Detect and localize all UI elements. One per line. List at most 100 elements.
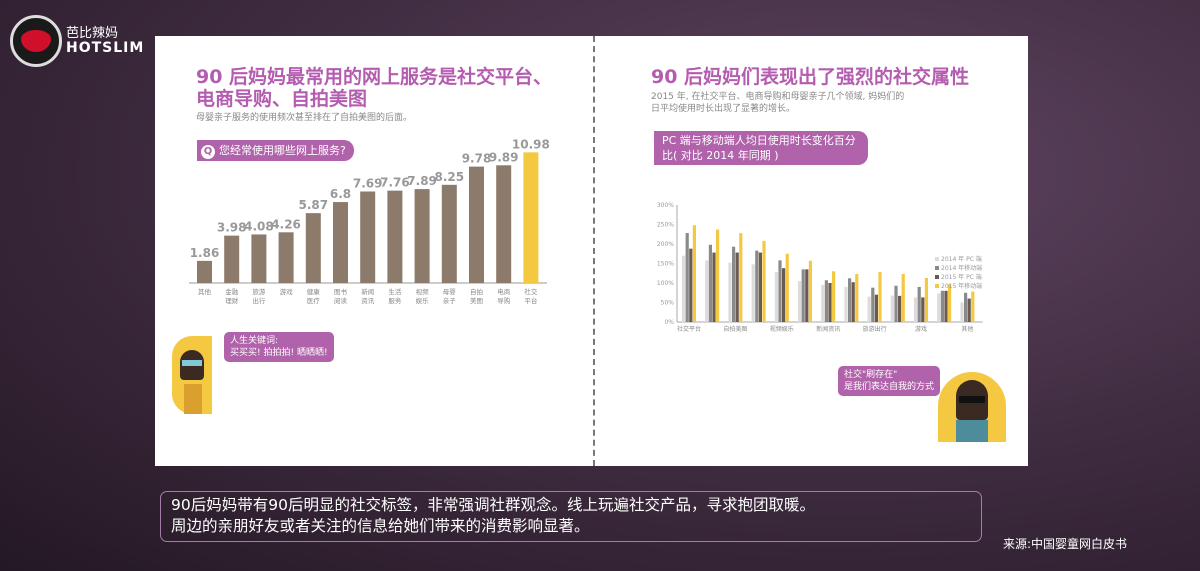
data-label: 4.26 — [271, 217, 301, 231]
bar — [874, 294, 878, 322]
right-speech-bubble: 社交"刷存在" 是我们表达自我的方式 — [838, 366, 941, 396]
data-label: 1.86 — [190, 246, 220, 260]
tick-label: 医疗 — [307, 296, 321, 305]
bar — [890, 295, 894, 322]
divider — [593, 36, 595, 466]
banner-line: PC 端与移动端人均日使用时长变化百分 — [662, 134, 856, 147]
bar — [728, 262, 732, 322]
bubble-line: 是我们表达自我的方式 — [844, 382, 935, 392]
bar — [960, 302, 964, 322]
tick-label: 新闻 — [361, 287, 374, 296]
bar — [685, 233, 689, 322]
bar — [735, 252, 739, 322]
logo-text-en: HOTSLIM — [66, 40, 145, 56]
girl-avatar-right — [938, 372, 1006, 442]
left-title-line2: 电商导购、自拍美图 — [196, 88, 368, 110]
bar — [732, 246, 736, 322]
bar — [682, 255, 686, 322]
slide: 90 后妈妈最常用的网上服务是社交平台、 电商导购、自拍美图 母婴亲子服务的使用频… — [155, 36, 1028, 466]
chart-banner: PC 端与移动端人均日使用时长变化百分 比( 对比 2014 年同期 ) — [654, 131, 868, 165]
bar — [967, 298, 971, 322]
bar — [689, 248, 693, 322]
bar — [782, 268, 786, 322]
bar — [360, 191, 376, 283]
bar — [821, 284, 825, 322]
bar — [848, 278, 852, 322]
data-label: 10.98 — [512, 137, 550, 151]
data-label: 4.08 — [244, 219, 274, 233]
bar — [469, 166, 484, 283]
bar — [948, 284, 952, 322]
bubble-line: 买买买! 拍拍拍! 晒晒晒! — [230, 348, 328, 358]
caption-box: 90后妈妈带有90后明显的社交标签，非常强调社群观念。线上玩遍社交产品，寻求抱团… — [160, 491, 982, 542]
bar — [867, 296, 871, 322]
bar — [712, 252, 716, 322]
tick-label: 亲子 — [443, 296, 457, 305]
bar — [937, 293, 941, 322]
q-icon: Q — [201, 145, 215, 159]
bar — [940, 290, 944, 322]
legend-label: 2015 年 PC 端 — [941, 273, 982, 281]
tick-label: 生活 — [388, 287, 402, 296]
tick-label: 娱乐 — [416, 296, 430, 305]
y-tick-label: 250% — [657, 222, 674, 229]
bar — [898, 295, 902, 322]
tick-label: 服务 — [388, 296, 402, 305]
tick-label: 旅游 — [252, 287, 266, 296]
data-label: 6.8 — [330, 187, 351, 201]
bar — [824, 280, 828, 322]
bar — [333, 202, 348, 283]
tick-label: 视频 — [416, 287, 430, 296]
bar — [739, 233, 743, 322]
data-label: 5.87 — [298, 198, 328, 212]
bar — [871, 287, 875, 322]
right-subtitle: 2015 年, 在社交平台、电商导购和母婴亲子几个领域, 妈妈们的 日平均使用时长… — [651, 91, 904, 115]
bar — [844, 286, 848, 322]
data-label: 7.69 — [353, 176, 383, 190]
subtitle-line: 日平均使用时长出现了显著的增长。 — [651, 104, 796, 114]
legend-swatch — [935, 284, 939, 288]
caption-line: 周边的亲朋好友或者关注的信息给她们带来的消费影响显著。 — [171, 517, 590, 535]
tick-label: 健康 — [307, 287, 321, 296]
bar — [808, 260, 812, 322]
data-label: 8.25 — [434, 170, 464, 184]
logo — [10, 15, 62, 67]
bar — [828, 283, 832, 322]
bar — [832, 271, 836, 322]
bar — [251, 234, 267, 283]
bar — [944, 290, 948, 322]
bar — [917, 286, 921, 322]
tick-label: 其他 — [198, 287, 212, 296]
bar — [387, 190, 403, 283]
logo-text-cn: 芭比辣妈 — [66, 26, 119, 41]
tick-label: 导购 — [497, 296, 511, 305]
bar — [197, 260, 212, 283]
tick-label: 阅读 — [334, 296, 348, 305]
bar — [496, 165, 512, 283]
y-tick-label: 200% — [657, 241, 674, 248]
bubble-line: 人生关键词: — [230, 336, 279, 346]
legend-label: 2014 年移动端 — [941, 264, 982, 272]
bar — [755, 250, 759, 322]
girl-avatar-left — [172, 336, 212, 414]
usage-change-chart: 0% 50% 100% 150% 200% 250% 300% 社交平台 自拍美图 视频娱乐 新闻资… — [657, 202, 983, 333]
bar — [964, 292, 968, 322]
bar — [785, 253, 789, 322]
y-tick-label: 50% — [661, 300, 675, 307]
bar — [758, 252, 762, 322]
bar — [751, 264, 755, 322]
legend-swatch — [935, 275, 939, 279]
bar — [851, 282, 855, 322]
tick-label: 自拍 — [470, 287, 483, 296]
bar — [441, 184, 457, 283]
bar — [774, 272, 778, 322]
left-title: 90 后妈妈最常用的网上服务是社交平台、 电商导购、自拍美图 — [196, 66, 552, 110]
data-label: 7.76 — [380, 176, 410, 190]
x-tick-label: 游戏 — [915, 325, 927, 333]
legend-label: 2014 年 PC 端 — [941, 255, 982, 263]
caption-line: 90后妈妈带有90后明显的社交标签，非常强调社群观念。线上玩遍社交产品，寻求抱团… — [171, 496, 815, 514]
bar — [278, 232, 294, 283]
left-subtitle: 母婴亲子服务的使用频次甚至排在了自拍美图的后面。 — [196, 113, 413, 123]
data-label: 9.78 — [462, 152, 492, 166]
